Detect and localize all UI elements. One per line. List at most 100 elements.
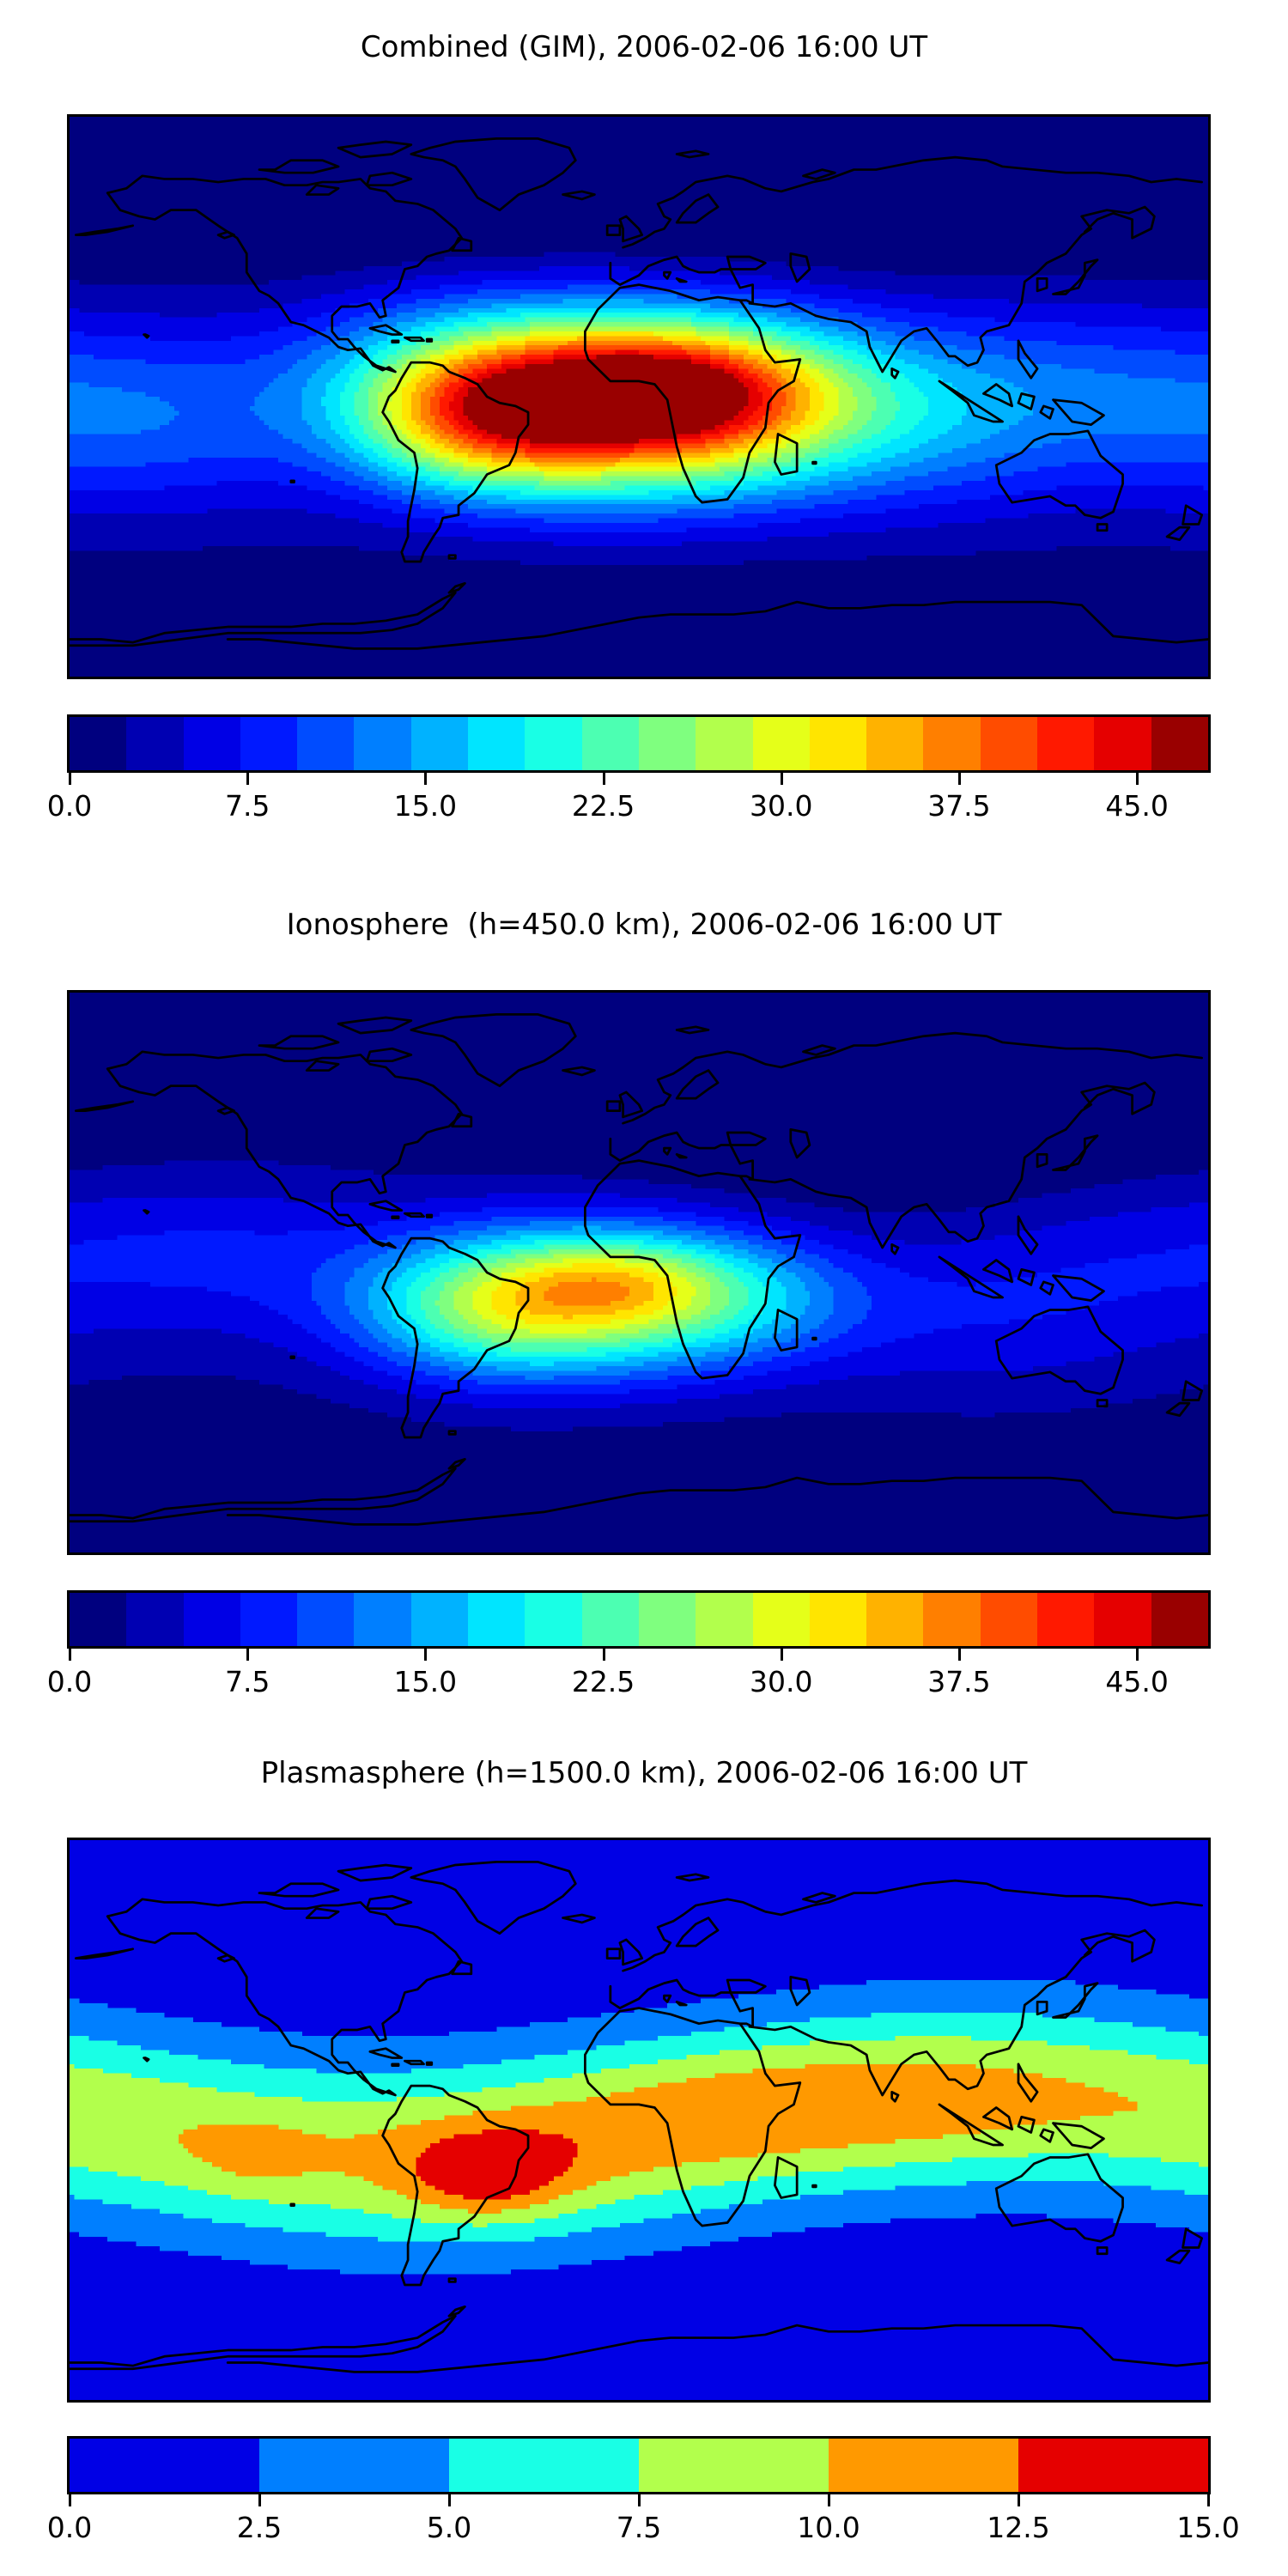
colorbar-segment bbox=[70, 2439, 259, 2492]
colorbar-segment bbox=[752, 1593, 810, 1646]
colorbar-segment bbox=[449, 2439, 639, 2492]
colorbar-segment bbox=[638, 717, 696, 770]
panel-combined-gim: Combined (GIM), 2006-02-06 16:00 UT 0.0 7… bbox=[0, 0, 1288, 859]
colorbar-tick-label: 7.5 bbox=[616, 2511, 662, 2544]
colorbar-tick-mark bbox=[1018, 2492, 1020, 2506]
colorbar-segment bbox=[468, 1593, 526, 1646]
map-canvas-plasmasphere bbox=[70, 1840, 1208, 2400]
panel-title-ionosphere: Ionosphere (h=450.0 km), 2006-02-06 16:0… bbox=[286, 908, 1002, 942]
colorbar-segment bbox=[297, 717, 355, 770]
colorbar-tick-label: 0.0 bbox=[46, 1665, 93, 1698]
colorbar-tick-label: 7.5 bbox=[224, 789, 270, 823]
colorbar-tick-label: 0.0 bbox=[46, 2511, 93, 2544]
map-ionosphere bbox=[67, 990, 1211, 1555]
colorbar-ticks-ionosphere: 0.0 7.5 15.0 22.5 30.0 37.5 45.0 bbox=[47, 1646, 1211, 1723]
colorbar-segment bbox=[639, 2439, 829, 2492]
colorbar-segment bbox=[923, 1593, 981, 1646]
colorbar-tick-label: 15.0 bbox=[393, 1665, 458, 1698]
colorbar-segment bbox=[752, 717, 810, 770]
map-plasmasphere bbox=[67, 1838, 1211, 2403]
colorbar-segment bbox=[297, 1593, 355, 1646]
colorbar-segment bbox=[866, 717, 924, 770]
colorbar-tick-label: 22.5 bbox=[571, 1665, 635, 1698]
colorbar-segment bbox=[1018, 2439, 1208, 2492]
colorbar-tick-mark bbox=[448, 2492, 451, 2506]
colorbar-segment bbox=[809, 717, 867, 770]
colorbar-segment bbox=[70, 717, 127, 770]
colorbar-segment bbox=[259, 2439, 449, 2492]
colorbar-segment bbox=[354, 1593, 411, 1646]
colorbar-tick-label: 12.5 bbox=[987, 2511, 1050, 2544]
colorbar-segment bbox=[696, 1593, 753, 1646]
colorbar-tick-mark bbox=[602, 1646, 605, 1661]
colorbar-segment bbox=[1037, 1593, 1095, 1646]
colorbar-segment bbox=[354, 717, 411, 770]
colorbar-swatches-plasmasphere bbox=[67, 2436, 1211, 2494]
panel-title-plasmasphere: Plasmasphere (h=1500.0 km), 2006-02-06 1… bbox=[260, 1756, 1028, 1790]
colorbar-tick-mark bbox=[246, 1646, 250, 1661]
colorbar-tick-mark bbox=[638, 2492, 641, 2506]
colorbar-tick-label: 22.5 bbox=[571, 789, 635, 823]
colorbar-tick-mark bbox=[1136, 770, 1139, 785]
colorbar-segment bbox=[923, 717, 981, 770]
colorbar-tick-label: 5.0 bbox=[426, 2511, 472, 2544]
colorbar-segment bbox=[1037, 717, 1095, 770]
colorbar-tick-mark bbox=[424, 770, 428, 785]
colorbar-segment bbox=[581, 1593, 639, 1646]
colorbar-segment bbox=[525, 1593, 582, 1646]
colorbar-tick-label: 45.0 bbox=[1105, 789, 1169, 823]
colorbar-segment bbox=[980, 717, 1038, 770]
colorbar-tick-mark bbox=[69, 1646, 71, 1661]
colorbar-swatches-ionosphere bbox=[67, 1590, 1211, 1649]
colorbar-tick-label: 45.0 bbox=[1105, 1665, 1169, 1698]
colorbar-tick-mark bbox=[69, 770, 71, 785]
colorbar-segment bbox=[183, 1593, 240, 1646]
map-combined-gim bbox=[67, 114, 1211, 679]
colorbar-segment bbox=[468, 717, 526, 770]
colorbar-tick-mark bbox=[258, 2492, 261, 2506]
colorbar-tick-label: 37.5 bbox=[927, 789, 991, 823]
colorbar-segment bbox=[1151, 717, 1208, 770]
panel-title-combined-gim: Combined (GIM), 2006-02-06 16:00 UT bbox=[360, 30, 928, 64]
colorbar-segment bbox=[1094, 717, 1151, 770]
colorbar-ticks-combined-gim: 0.0 7.5 15.0 22.5 30.0 37.5 45.0 bbox=[47, 770, 1211, 848]
colorbar-segment bbox=[240, 717, 298, 770]
colorbar-tick-label: 10.0 bbox=[797, 2511, 860, 2544]
colorbar-tick-mark bbox=[957, 770, 961, 785]
colorbar-tick-mark bbox=[1207, 2492, 1210, 2506]
colorbar-tick-mark bbox=[957, 1646, 961, 1661]
colorbar-tick-label: 15.0 bbox=[393, 789, 458, 823]
colorbar-segment bbox=[638, 1593, 696, 1646]
colorbar-tick-mark bbox=[1136, 1646, 1139, 1661]
colorbar-tick-mark bbox=[828, 2492, 830, 2506]
colorbar-tick-label: 30.0 bbox=[750, 1665, 813, 1698]
colorbar-tick-mark bbox=[780, 770, 783, 785]
colorbar-segment bbox=[240, 1593, 298, 1646]
colorbar-tick-mark bbox=[780, 1646, 783, 1661]
colorbar-segment bbox=[866, 1593, 924, 1646]
colorbar-segment bbox=[410, 717, 469, 770]
colorbar-tick-label: 37.5 bbox=[927, 1665, 991, 1698]
colorbar-swatches-combined-gim bbox=[67, 714, 1211, 773]
colorbar-tick-mark bbox=[69, 2492, 71, 2506]
colorbar-tick-label: 15.0 bbox=[1176, 2511, 1240, 2544]
colorbar-tick-mark bbox=[602, 770, 605, 785]
colorbar-tick-label: 2.5 bbox=[236, 2511, 283, 2544]
colorbar-segment bbox=[1151, 1593, 1208, 1646]
colorbar-segment bbox=[410, 1593, 469, 1646]
colorbar-segment bbox=[696, 717, 753, 770]
colorbar-segment bbox=[525, 717, 582, 770]
panel-ionosphere: Ionosphere (h=450.0 km), 2006-02-06 16:0… bbox=[0, 880, 1288, 1739]
colorbar-tick-label: 7.5 bbox=[224, 1665, 270, 1698]
colorbar-segment bbox=[126, 1593, 184, 1646]
colorbar-segment bbox=[1094, 1593, 1151, 1646]
colorbar-tick-label: 0.0 bbox=[46, 789, 93, 823]
panel-plasmasphere: Plasmasphere (h=1500.0 km), 2006-02-06 1… bbox=[0, 1739, 1288, 2576]
colorbar-tick-label: 30.0 bbox=[750, 789, 813, 823]
colorbar-ticks-plasmasphere: 0.0 2.5 5.0 7.5 10.0 12.5 15.0 bbox=[47, 2492, 1240, 2569]
colorbar-segment bbox=[829, 2439, 1018, 2492]
map-canvas-ionosphere bbox=[70, 993, 1208, 1552]
colorbar-tick-mark bbox=[424, 1646, 428, 1661]
colorbar-segment bbox=[980, 1593, 1038, 1646]
